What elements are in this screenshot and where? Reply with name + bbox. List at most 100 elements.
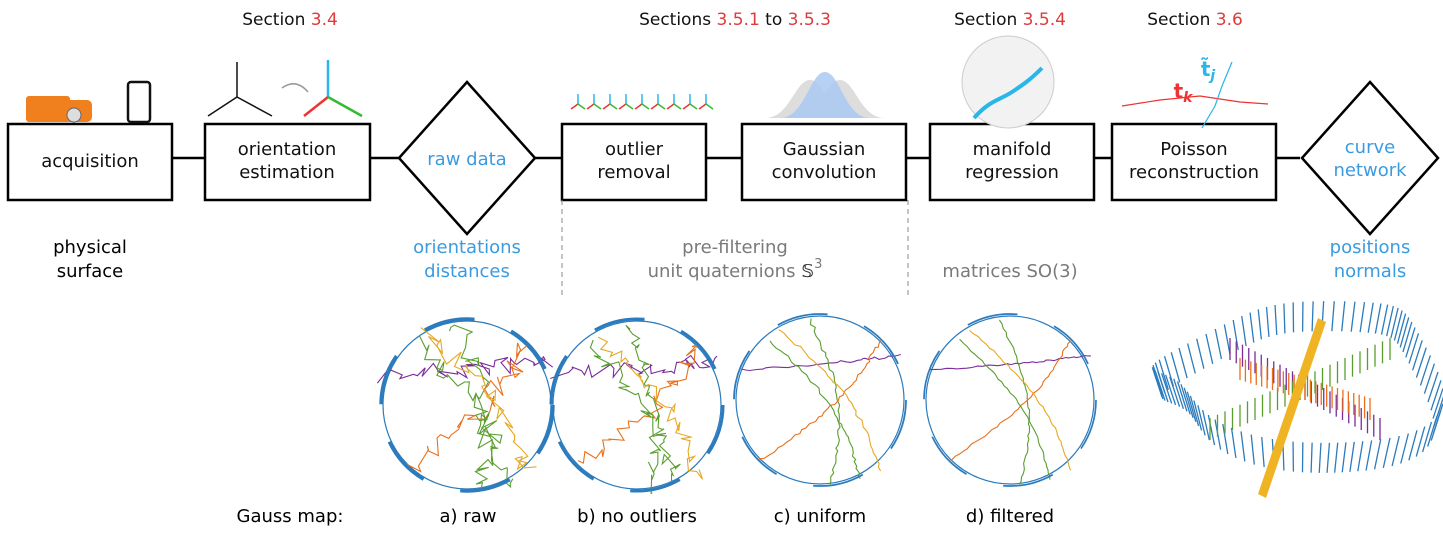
normal-stroke bbox=[1267, 307, 1269, 337]
node-label: reconstruction bbox=[1129, 162, 1259, 183]
node-label: curve bbox=[1345, 137, 1395, 158]
normal-stroke bbox=[1332, 301, 1334, 331]
annotation-subscript: j bbox=[1208, 68, 1215, 84]
section-ref: 3.5.4 bbox=[1023, 10, 1066, 30]
frame-axis bbox=[642, 104, 649, 109]
normal-stroke bbox=[1350, 442, 1354, 472]
normal-stroke bbox=[1409, 333, 1418, 363]
gauss-curve bbox=[450, 325, 494, 488]
gauss-curve bbox=[550, 356, 717, 379]
pipeline-figure: Section 3.4 Sections 3.5.1 to 3.5.3 Sect… bbox=[0, 0, 1443, 530]
normal-stroke bbox=[1179, 348, 1187, 378]
stage-label: positions bbox=[1330, 237, 1411, 258]
normal-stroke bbox=[1258, 309, 1261, 339]
section-header: Section 3.4 bbox=[242, 10, 338, 30]
normal-stroke bbox=[1358, 441, 1363, 471]
frame-axis bbox=[626, 104, 633, 109]
section-ref: 3.6 bbox=[1216, 10, 1243, 30]
stage-label: physical bbox=[53, 237, 127, 258]
normal-stroke bbox=[1224, 324, 1230, 354]
normal-stroke bbox=[1232, 428, 1236, 458]
gauss-map-label: Gauss map: bbox=[237, 506, 344, 527]
node-label: convolution bbox=[772, 162, 877, 183]
node-label: network bbox=[1333, 160, 1407, 181]
gauss-curve bbox=[960, 339, 1050, 480]
normal-stroke bbox=[1360, 302, 1364, 332]
frame-axis bbox=[667, 104, 674, 109]
normal-stroke bbox=[1400, 317, 1408, 347]
normal-stroke bbox=[1401, 433, 1409, 463]
normal-stroke bbox=[1416, 427, 1424, 457]
normal-stroke bbox=[1311, 443, 1312, 473]
math-superscript: 3 bbox=[814, 257, 822, 272]
node-label: regression bbox=[965, 162, 1059, 183]
gauss-curve bbox=[970, 330, 1071, 470]
normal-stroke bbox=[1375, 304, 1381, 334]
gauss-curve bbox=[930, 356, 1091, 370]
axes-icon bbox=[208, 60, 362, 116]
panel-caption: a) raw bbox=[440, 506, 497, 527]
stage-label: orientations bbox=[413, 237, 521, 258]
gaussian-icon bbox=[765, 72, 885, 118]
stage-label: distances bbox=[424, 261, 510, 282]
frame-axis bbox=[690, 104, 697, 109]
frame-axis bbox=[619, 104, 626, 109]
tangent-icon: tk t̃j bbox=[1122, 57, 1268, 129]
section-word: Section bbox=[1147, 10, 1210, 30]
normal-stroke bbox=[1171, 352, 1179, 382]
annotation: t̃j bbox=[1201, 57, 1216, 85]
annotation-subscript: k bbox=[1183, 90, 1194, 106]
normal-stroke bbox=[1375, 439, 1381, 469]
gauss-curve bbox=[590, 340, 680, 485]
panel-caption: d) filtered bbox=[966, 506, 1054, 527]
section-ref: 3.4 bbox=[311, 10, 338, 30]
annotation: tk bbox=[1174, 79, 1195, 107]
gauss-curve bbox=[759, 340, 881, 459]
node-label: manifold bbox=[973, 139, 1052, 160]
section-header: Section 3.6 bbox=[1147, 10, 1243, 30]
panel-caption: b) no outliers bbox=[577, 506, 697, 527]
normal-stroke bbox=[1431, 411, 1440, 441]
normal-stroke bbox=[1409, 430, 1417, 460]
node-label: outlier bbox=[605, 139, 664, 160]
gauss-curve bbox=[377, 356, 552, 383]
normal-stroke bbox=[1250, 313, 1254, 343]
stage-label: normals bbox=[1334, 261, 1406, 282]
normal-stroke bbox=[1403, 322, 1412, 352]
annotation-symbol: t̃ bbox=[1201, 57, 1211, 81]
normal-stroke bbox=[1197, 339, 1204, 369]
node-label: removal bbox=[597, 162, 670, 183]
normal-stroke bbox=[1187, 392, 1195, 422]
section-word: Sections bbox=[639, 10, 711, 30]
normal-stroke bbox=[1258, 318, 1326, 498]
normal-stroke bbox=[1392, 436, 1399, 466]
normal-stroke bbox=[1368, 303, 1373, 333]
normal-stroke bbox=[1335, 443, 1338, 473]
normal-stroke bbox=[1242, 316, 1246, 346]
gauss-curve bbox=[779, 330, 881, 471]
section-header: Sections 3.5.1 to 3.5.3 bbox=[639, 10, 831, 30]
normal-stroke bbox=[1351, 302, 1355, 332]
normal-stroke bbox=[1181, 384, 1190, 414]
normal-stroke bbox=[1406, 327, 1415, 357]
gauss-maps bbox=[377, 314, 1096, 493]
section-joiner: to bbox=[765, 10, 782, 30]
node-label: raw data bbox=[427, 149, 506, 170]
frame-axis bbox=[658, 104, 665, 109]
gauss-curve bbox=[401, 343, 528, 472]
section-ref: 3.5.3 bbox=[788, 10, 831, 30]
stage-label: matrices SO(3) bbox=[942, 261, 1077, 282]
normal-stroke bbox=[1206, 334, 1213, 364]
section-header: Section 3.5.4 bbox=[954, 10, 1066, 30]
frame-axis bbox=[674, 104, 681, 109]
frame-axis bbox=[571, 104, 578, 109]
frame-axis bbox=[699, 104, 706, 109]
normal-stroke bbox=[1251, 435, 1254, 465]
normal-stroke bbox=[1208, 415, 1214, 445]
math-symbol: 𝕊 bbox=[801, 261, 814, 282]
node-label: orientation bbox=[238, 139, 336, 160]
gauss-curve bbox=[951, 341, 1071, 461]
normal-stroke bbox=[1383, 438, 1390, 468]
normal-stroke bbox=[1284, 303, 1285, 333]
frame-axis bbox=[651, 104, 658, 109]
